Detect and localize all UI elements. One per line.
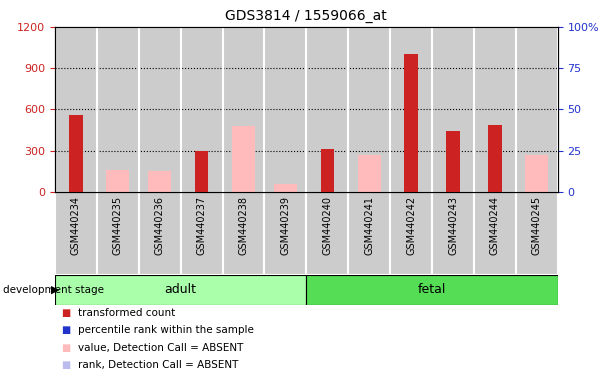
Bar — [181, 27, 223, 192]
Bar — [405, 55, 418, 192]
Bar — [348, 27, 390, 192]
Text: GSM440241: GSM440241 — [364, 196, 374, 255]
Point — [197, 103, 206, 109]
Bar — [55, 275, 306, 305]
Bar — [474, 192, 516, 275]
Point — [364, 108, 374, 114]
Bar — [106, 170, 129, 192]
Bar — [232, 126, 255, 192]
Point — [113, 129, 122, 136]
Text: ■: ■ — [61, 360, 70, 370]
Bar — [139, 192, 181, 275]
Bar — [274, 184, 297, 192]
Text: GSM440240: GSM440240 — [322, 196, 332, 255]
Bar — [223, 192, 264, 275]
Text: GSM440239: GSM440239 — [280, 196, 291, 255]
Text: development stage: development stage — [3, 285, 104, 295]
Text: GSM440235: GSM440235 — [113, 196, 123, 255]
Point — [448, 90, 458, 96]
Bar — [358, 155, 380, 192]
Bar — [264, 192, 306, 275]
Bar — [516, 192, 558, 275]
Point — [532, 106, 541, 113]
Bar — [432, 192, 474, 275]
Bar — [223, 27, 264, 192]
Text: ■: ■ — [61, 343, 70, 353]
Text: percentile rank within the sample: percentile rank within the sample — [78, 325, 254, 335]
Text: GSM440243: GSM440243 — [448, 196, 458, 255]
Bar — [446, 131, 459, 192]
Point — [155, 133, 165, 139]
Bar — [348, 192, 390, 275]
Text: transformed count: transformed count — [78, 308, 175, 318]
Text: GSM440242: GSM440242 — [406, 196, 416, 255]
Bar — [321, 149, 334, 192]
Bar — [148, 170, 171, 192]
Bar — [96, 192, 139, 275]
Bar — [181, 192, 223, 275]
Bar — [432, 27, 474, 192]
Bar — [306, 275, 558, 305]
Text: ▶: ▶ — [51, 285, 59, 295]
Bar — [195, 151, 208, 192]
Text: adult: adult — [165, 283, 197, 296]
Bar — [69, 115, 83, 192]
Bar — [390, 27, 432, 192]
Point — [239, 85, 248, 91]
Text: ■: ■ — [61, 308, 70, 318]
Bar — [264, 27, 306, 192]
Point — [280, 171, 290, 177]
Bar — [306, 27, 348, 192]
Bar — [525, 155, 548, 192]
Bar — [516, 27, 558, 192]
Text: GSM440245: GSM440245 — [532, 196, 542, 255]
Text: GSM440238: GSM440238 — [238, 196, 248, 255]
Text: GSM440237: GSM440237 — [197, 196, 207, 255]
Bar — [390, 192, 432, 275]
Bar — [96, 27, 139, 192]
Bar — [474, 27, 516, 192]
Text: GSM440236: GSM440236 — [154, 196, 165, 255]
Bar — [488, 124, 502, 192]
Point — [71, 78, 81, 84]
Text: GSM440244: GSM440244 — [490, 196, 500, 255]
Bar — [306, 192, 348, 275]
Text: ■: ■ — [61, 325, 70, 335]
Text: rank, Detection Call = ABSENT: rank, Detection Call = ABSENT — [78, 360, 238, 370]
Point — [323, 103, 332, 109]
Point — [490, 85, 500, 91]
Text: value, Detection Call = ABSENT: value, Detection Call = ABSENT — [78, 343, 243, 353]
Bar — [55, 192, 96, 275]
Text: fetal: fetal — [418, 283, 446, 296]
Text: GSM440234: GSM440234 — [71, 196, 81, 255]
Title: GDS3814 / 1559066_at: GDS3814 / 1559066_at — [226, 9, 387, 23]
Point — [406, 57, 416, 63]
Bar — [55, 27, 96, 192]
Bar — [139, 27, 181, 192]
